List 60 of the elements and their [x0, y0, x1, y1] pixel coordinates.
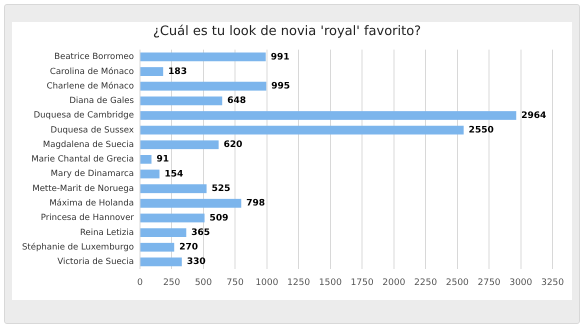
data-label: 525 [212, 184, 230, 194]
bar [140, 96, 222, 106]
y-tick-label: Stéphanie de Luxemburgo [22, 242, 134, 252]
y-tick-label: Marie Chantal de Grecia [31, 154, 134, 165]
x-tick-label: 1000 [255, 278, 279, 288]
data-label: 798 [246, 198, 266, 209]
data-label: 509 [210, 213, 228, 224]
data-label: 620 [224, 140, 242, 150]
chart-title: ¿Cuál es tu look de novia 'royal' favorito? [152, 24, 422, 40]
y-tick-label: Máxima de Holanda [49, 198, 134, 209]
x-tick-label: 250 [163, 278, 181, 288]
data-label: 2550 [468, 125, 494, 136]
y-tick-label: Duquesa de Sussex [50, 125, 134, 136]
y-tick-label: Carolina de Mónaco [50, 66, 134, 77]
bar [140, 82, 266, 91]
data-label: 183 [168, 66, 187, 77]
y-tick-label: Charlene de Mónaco [46, 81, 134, 92]
bar [140, 52, 266, 62]
bar [140, 198, 242, 208]
x-tick-label: 2500 [446, 278, 470, 288]
bar [140, 228, 186, 237]
bar [140, 170, 160, 178]
x-tick-label: 3250 [541, 278, 564, 288]
data-label: 330 [186, 257, 206, 268]
bar [140, 184, 207, 194]
data-label: 154 [164, 169, 184, 180]
y-tick-label: Beatrice Borromeo [54, 52, 134, 62]
x-tick-label: 750 [226, 278, 244, 288]
data-label: 365 [191, 228, 210, 238]
y-tick-label: Victoria de Suecia [57, 257, 134, 268]
data-label: 91 [156, 154, 170, 165]
x-tick-label: 2000 [382, 278, 406, 288]
y-tick-label: Princesa de Hannover [40, 213, 134, 224]
bar [140, 111, 516, 120]
x-tick-label: 500 [194, 278, 212, 288]
data-label: 995 [271, 82, 290, 92]
y-tick-label: Mette-Marit de Noruega [32, 184, 134, 194]
bar [140, 140, 219, 150]
bar [140, 214, 205, 222]
bar [140, 67, 164, 76]
data-label: 991 [270, 52, 290, 62]
y-tick-label: Duquesa de Cambridge [34, 110, 134, 121]
y-tick-label: Mary de Dinamarca [50, 169, 134, 180]
x-tick-label: 2250 [414, 278, 438, 288]
y-tick-label: Reina Letizia [80, 228, 134, 238]
x-tick-label: 1500 [318, 278, 342, 288]
x-tick-label: 1750 [350, 278, 374, 288]
x-tick-label: 0 [137, 278, 144, 288]
y-tick-label: Diana de Gales [69, 96, 134, 106]
x-tick-label: 1250 [287, 278, 310, 288]
y-tick-label: Magdalena de Suecia [42, 140, 134, 150]
data-label: 648 [227, 96, 246, 106]
bar [140, 257, 182, 266]
x-tick-label: 2750 [478, 278, 501, 288]
data-label: 270 [179, 242, 198, 253]
data-label: 2964 [521, 110, 546, 121]
x-tick-label: 3000 [509, 278, 533, 288]
bar [140, 242, 174, 252]
bar [140, 126, 464, 135]
bar [140, 155, 152, 164]
